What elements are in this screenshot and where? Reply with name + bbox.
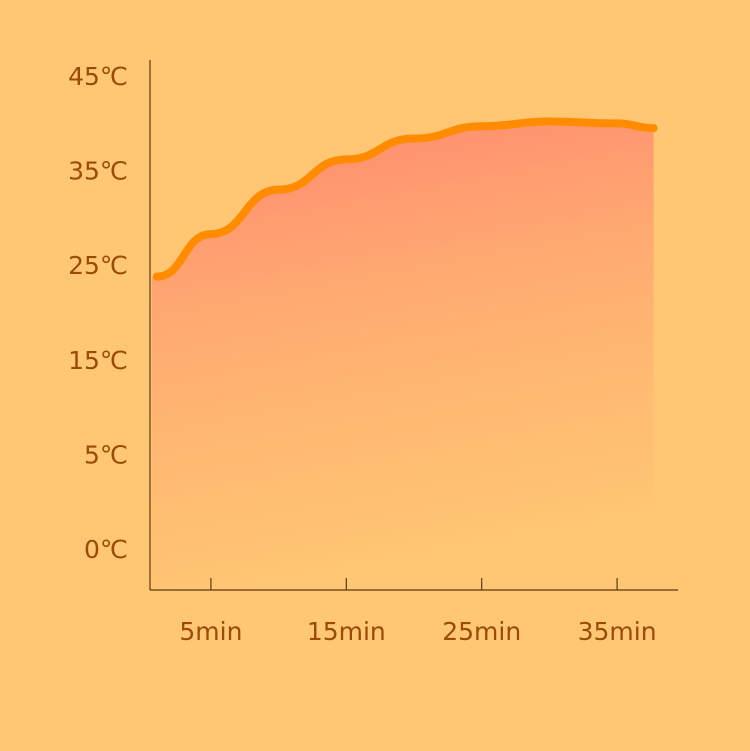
area xyxy=(151,121,654,591)
x-tick-label: 15min xyxy=(307,617,386,646)
line xyxy=(152,117,658,281)
y-tick-label: 35℃ xyxy=(68,157,128,186)
x-tick-label: 5min xyxy=(179,617,242,646)
y-tick-label: 0℃ xyxy=(84,535,128,564)
y-tick-label: 15℃ xyxy=(68,346,128,375)
x-tick-label: 25min xyxy=(442,617,521,646)
x-tick-label: 35min xyxy=(578,617,657,646)
y-tick-label: 25℃ xyxy=(68,251,128,280)
y-tick-label: 45℃ xyxy=(68,62,128,91)
y-tick-label: 5℃ xyxy=(84,440,128,469)
